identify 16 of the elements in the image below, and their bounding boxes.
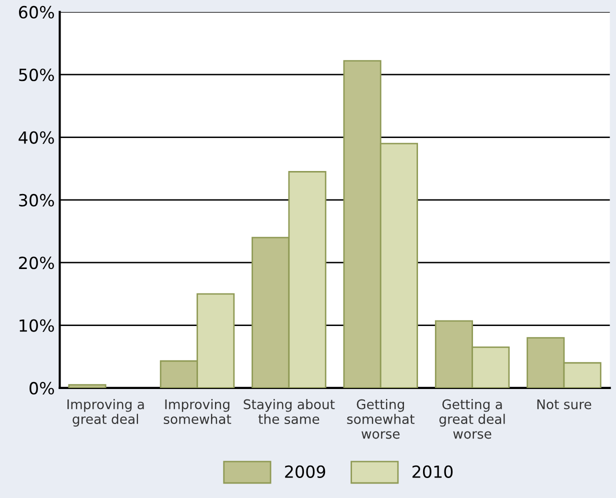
y-tick-label: 10% bbox=[20, 319, 54, 332]
y-tick-label: 60% bbox=[19, 6, 54, 19]
y-tick-label: 50% bbox=[19, 68, 54, 82]
x-tick-label: Improving somewhat bbox=[164, 399, 232, 424]
x-tick-label: Staying about the same bbox=[244, 399, 335, 424]
y-tick-label: 0% bbox=[30, 382, 54, 395]
legend-label: 2010 bbox=[412, 465, 453, 478]
y-tick-label: 40% bbox=[18, 131, 54, 144]
bar bbox=[68, 384, 106, 388]
x-tick-label: Not sure bbox=[537, 399, 592, 410]
x-tick-label: Getting a great deal worse bbox=[439, 399, 505, 439]
legend-label: 2009 bbox=[285, 465, 326, 478]
y-tick-label: 20% bbox=[19, 256, 54, 270]
x-tick-label: Getting somewhat worse bbox=[347, 399, 414, 439]
y-tick-label: 30% bbox=[19, 194, 54, 207]
x-tick-label: Improving a great deal bbox=[67, 399, 144, 427]
